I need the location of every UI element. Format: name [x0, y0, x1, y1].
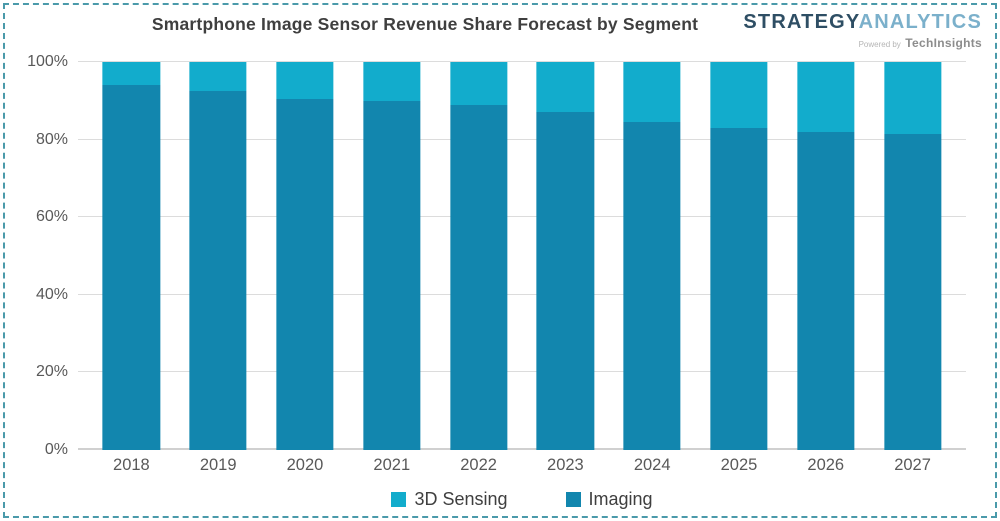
- bar-segment-imaging-2025: [710, 127, 768, 450]
- legend-label-imaging: Imaging: [588, 489, 653, 509]
- bar-2018: [88, 62, 175, 450]
- bar-stack-2022: [449, 62, 508, 450]
- gridline-0: [78, 448, 966, 450]
- y-axis-tick-label-0: 0%: [44, 441, 68, 458]
- bar-2026: [782, 62, 869, 450]
- bar-stack-2023: [536, 62, 595, 450]
- bar-segment-imaging-2021: [363, 100, 421, 450]
- bar-segment-imaging-2018: [102, 85, 161, 450]
- bar-segment-3d-sensing-2027: [883, 62, 942, 134]
- bar-segment-imaging-2026: [797, 131, 855, 450]
- bar-2022: [435, 62, 522, 450]
- y-axis-tick-label-20: 20%: [35, 363, 68, 381]
- bar-stack-2020: [276, 62, 334, 450]
- logo-powered-by-line: Powered by TechInsights: [743, 35, 982, 51]
- bar-stack-2019: [189, 62, 247, 450]
- bar-stack-2024: [623, 62, 681, 450]
- bar-2023: [522, 62, 609, 450]
- chart-title: Smartphone Image Sensor Revenue Share Fo…: [151, 14, 699, 34]
- bar-2024: [609, 62, 696, 450]
- x-axis-label-2024: 2024: [633, 456, 671, 474]
- gridline-100: [78, 61, 966, 62]
- bar-2019: [175, 62, 262, 450]
- bar-segment-3d-sensing-2023: [536, 62, 595, 113]
- bars-row: [78, 62, 966, 450]
- bar-segment-imaging-2024: [623, 122, 681, 450]
- bar-stack-2021: [363, 62, 421, 450]
- x-axis-label-2026: 2026: [807, 456, 845, 474]
- y-axis-tick-label-80: 80%: [35, 130, 68, 148]
- powered-by-label: Powered by: [858, 40, 901, 49]
- bar-segment-3d-sensing-2026: [797, 62, 855, 132]
- y-axis: 0% 20% 40% 60% 80% 100%: [0, 53, 68, 458]
- x-axis-label-2020: 2020: [286, 456, 324, 474]
- logo-wordmark: STRATEGYANALYTICS: [743, 12, 982, 32]
- logo-strategy: STRATEGY: [743, 11, 859, 33]
- x-axis: 2018 2019 2020 2021 2022 2023 2024 2025 2026 2027: [78, 456, 966, 475]
- x-axis-label-2027: 2027: [894, 456, 931, 474]
- gridline-60: [78, 216, 966, 218]
- bar-2021: [348, 62, 435, 450]
- bar-segment-3d-sensing-2018: [102, 62, 161, 86]
- bar-segment-imaging-2019: [189, 91, 247, 450]
- x-axis-label-2025: 2025: [720, 456, 758, 474]
- legend-item-3d-sensing: 3D Sensing: [391, 489, 508, 510]
- legend-swatch-imaging: [565, 492, 581, 507]
- bar-segment-3d-sensing-2024: [623, 62, 681, 123]
- bar-segment-3d-sensing-2019: [189, 62, 247, 92]
- dashed-border-frame: [3, 3, 997, 518]
- gridline-40: [78, 293, 966, 295]
- bar-2025: [696, 62, 783, 450]
- bar-segment-imaging-2027: [883, 133, 942, 450]
- legend-item-imaging: Imaging: [565, 489, 653, 510]
- bar-segment-imaging-2020: [276, 98, 334, 450]
- bar-2027: [869, 62, 956, 450]
- techinsights-label: TechInsights: [905, 36, 982, 50]
- plot-area: [78, 61, 966, 450]
- y-axis-tick-label-100: 100%: [27, 53, 68, 70]
- y-axis-tick-label-40: 40%: [35, 285, 68, 303]
- legend: 3D Sensing Imaging: [78, 489, 966, 510]
- x-axis-label-2019: 2019: [199, 456, 237, 474]
- legend-label-3d-sensing: 3D Sensing: [414, 489, 508, 509]
- bar-segment-3d-sensing-2020: [276, 62, 334, 99]
- bar-stack-2018: [102, 62, 161, 450]
- logo-analytics: ANALYTICS: [858, 11, 982, 33]
- bar-2020: [262, 62, 349, 450]
- x-axis-label-2022: 2022: [460, 456, 497, 474]
- x-axis-label-2023: 2023: [547, 456, 584, 474]
- x-axis-label-2018: 2018: [113, 456, 150, 474]
- y-axis-tick-label-60: 60%: [35, 208, 68, 226]
- gridline-20: [78, 371, 966, 373]
- bar-stack-2025: [710, 62, 768, 450]
- bar-segment-imaging-2022: [449, 104, 508, 450]
- gridline-80: [78, 138, 966, 140]
- bar-stack-2027: [883, 62, 942, 450]
- x-axis-label-2021: 2021: [373, 456, 411, 474]
- bar-stack-2026: [797, 62, 855, 450]
- bar-segment-imaging-2023: [536, 112, 595, 450]
- bar-segment-3d-sensing-2022: [449, 62, 508, 105]
- strategy-analytics-logo: STRATEGYANALYTICS Powered by TechInsight…: [743, 12, 982, 51]
- bar-segment-3d-sensing-2021: [363, 62, 421, 101]
- legend-swatch-3d-sensing: [391, 492, 407, 507]
- bar-segment-3d-sensing-2025: [710, 62, 768, 128]
